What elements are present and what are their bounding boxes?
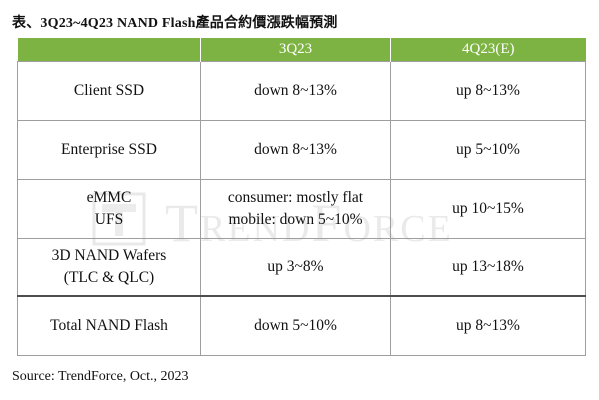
table-row-total: Total NAND Flash down 5~10% up 8~13%	[17, 295, 586, 356]
table-title: 表、3Q23~4Q23 NAND Flash產品合約價漲跌幅預測	[12, 16, 338, 31]
price-forecast-table-wrapper: 3Q23 4Q23(E) Client SSD down 8~13% up 8~…	[17, 38, 586, 356]
table-header-row: 3Q23 4Q23(E)	[17, 38, 586, 62]
table-row: eMMC UFS consumer: mostly flat mobile: d…	[17, 179, 586, 239]
source-note: Source: TrendForce, Oct., 2023	[12, 369, 189, 384]
table-row: 3D NAND Wafers (TLC & QLC) up 3~8% up 13…	[17, 238, 586, 297]
q3-value-cell: down 5~10%	[200, 295, 391, 356]
q4-value-cell: up 8~13%	[390, 61, 586, 121]
product-cell: eMMC UFS	[17, 179, 201, 239]
product-cell: 3D NAND Wafers (TLC & QLC)	[17, 238, 201, 297]
product-cell: Client SSD	[17, 61, 201, 121]
table-row: Enterprise SSD down 8~13% up 5~10%	[17, 120, 586, 180]
q3-value-cell: down 8~13%	[200, 120, 391, 180]
q4-value-cell: up 10~15%	[390, 179, 586, 239]
q3-value-cell: down 8~13%	[200, 61, 391, 121]
q3-value-cell: consumer: mostly flat mobile: down 5~10%	[200, 179, 391, 239]
header-cell-4q23: 4Q23(E)	[390, 38, 586, 62]
q4-value-cell: up 8~13%	[390, 295, 586, 356]
product-cell: Enterprise SSD	[17, 120, 201, 180]
price-forecast-table: 3Q23 4Q23(E) Client SSD down 8~13% up 8~…	[17, 38, 586, 356]
q4-value-cell: up 13~18%	[390, 238, 586, 297]
header-cell-3q23: 3Q23	[200, 38, 391, 62]
table-row: Client SSD down 8~13% up 8~13%	[17, 61, 586, 121]
q4-value-cell: up 5~10%	[390, 120, 586, 180]
product-cell: Total NAND Flash	[17, 295, 201, 356]
header-cell-product	[17, 38, 201, 62]
q3-value-cell: up 3~8%	[200, 238, 391, 297]
